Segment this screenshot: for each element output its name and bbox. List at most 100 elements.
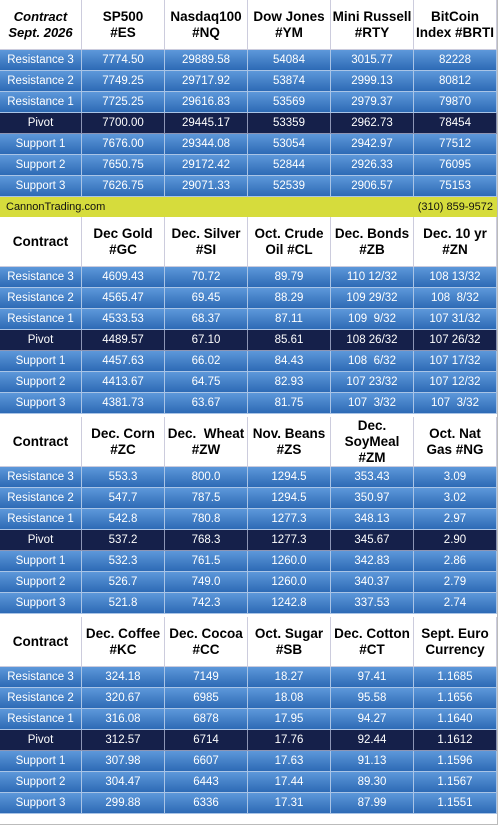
value-cell: 29071.33 [165,176,248,197]
header-cell: Oct. Sugar #SB [248,617,331,667]
value-cell: 108 8/32 [414,288,497,309]
data-row: Support 1 532.3 761.5 1260.0 342.83 2.86 [0,551,497,572]
header-line: #SB [275,641,303,657]
value-cell: 80812 [414,71,497,92]
value-cell: 1.1596 [414,751,497,772]
row-label: Resistance 3 [0,667,82,688]
header-cell: Contract [0,217,82,267]
value-cell: 526.7 [82,572,165,593]
row-label: Resistance 2 [0,288,82,309]
value-cell: 2906.57 [331,176,414,197]
banner-site: CannonTrading.com [6,201,106,213]
value-cell: 1.1551 [414,793,497,814]
row-label: Pivot [0,330,82,351]
value-cell: 87.99 [331,793,414,814]
header-row: Contract Dec. Corn #ZC Dec. Wheat #ZW Nov. Be… [0,417,497,467]
value-cell: 4457.63 [82,351,165,372]
header-row: Contract Dec Gold #GC Dec. Silver #SI Oct. Cr… [0,217,497,267]
value-cell: 94.27 [331,709,414,730]
value-cell: 316.08 [82,709,165,730]
data-row: Support 2 4413.67 64.75 82.93 107 23/32 107 1… [0,372,497,393]
data-row: Support 1 307.98 6607 17.63 91.13 1.1596 [0,751,497,772]
value-cell: 82228 [414,50,497,71]
value-cell: 29889.58 [165,50,248,71]
value-cell: 2.79 [414,572,497,593]
value-cell: 340.37 [331,572,414,593]
value-cell: 85.61 [248,330,331,351]
value-cell: 91.13 [331,751,414,772]
value-cell: 537.2 [82,530,165,551]
header-line: #CC [192,641,220,657]
row-label: Support 2 [0,372,82,393]
header-line: #KC [109,641,137,657]
header-line: Nov. Beans [252,425,326,441]
value-cell: 2.90 [414,530,497,551]
value-cell: 299.88 [82,793,165,814]
value-cell: 81.75 [248,393,331,414]
value-cell: 54084 [248,50,331,71]
value-cell: 67.10 [165,330,248,351]
row-label: Support 1 [0,751,82,772]
value-cell: 89.79 [248,267,331,288]
header-line: Nasdaq100 [170,8,242,24]
value-cell: 749.0 [165,572,248,593]
value-cell: 6443 [165,772,248,793]
data-row: Support 3 7626.75 29071.33 52539 2906.57 7515… [0,176,497,197]
header-line: Dec. Corn [91,425,155,441]
data-row: Support 1 4457.63 66.02 84.43 108 6/32 107 17… [0,351,497,372]
data-row: Resistance 3 553.3 800.0 1294.5 353.43 3.09 [0,467,497,488]
value-cell: 4565.47 [82,288,165,309]
value-cell: 553.3 [82,467,165,488]
value-cell: 742.3 [165,593,248,614]
value-cell: 17.95 [248,709,331,730]
header-line: #ZS [276,441,302,457]
header-cell: Dec. Corn #ZC [82,417,165,467]
header-cell: Contract [0,417,82,467]
header-line: Oct. Crude [254,225,324,241]
header-line: Dec. Silver [171,225,241,241]
header-line: Contract [13,8,68,24]
row-label: Pivot [0,730,82,751]
header-line: SoyMeal [344,433,400,449]
value-cell: 29445.17 [165,113,248,134]
data-row: Pivot 7700.00 29445.17 53359 2962.73 78454 [0,113,497,134]
header-line: Dow Jones [253,8,325,24]
value-cell: 1294.5 [248,467,331,488]
value-cell: 17.44 [248,772,331,793]
row-label: Support 1 [0,551,82,572]
value-cell: 787.5 [165,488,248,509]
header-cell: Contract [0,617,82,667]
value-cell: 3.02 [414,488,497,509]
value-cell: 29172.42 [165,155,248,176]
header-cell: Mini Russell #RTY [331,0,414,50]
value-cell: 2962.73 [331,113,414,134]
row-label: Support 1 [0,134,82,155]
value-cell: 107 3/32 [331,393,414,414]
value-cell: 4413.67 [82,372,165,393]
row-label: Resistance 1 [0,309,82,330]
header-cell: Dec. Cotton #CT [331,617,414,667]
header-line: #GC [109,241,137,257]
value-cell: 800.0 [165,467,248,488]
row-label: Support 2 [0,155,82,176]
value-cell: 70.72 [165,267,248,288]
value-cell: 108 6/32 [331,351,414,372]
value-cell: 7749.25 [82,71,165,92]
value-cell: 353.43 [331,467,414,488]
value-cell: 1260.0 [248,572,331,593]
header-cell: Dec. Coffee #KC [82,617,165,667]
value-cell: 110 12/32 [331,267,414,288]
header-row: Contract Dec. Coffee #KC Dec. Cocoa #CC Oct. … [0,617,497,667]
data-row: Support 3 521.8 742.3 1242.8 337.53 2.74 [0,593,497,614]
row-label: Resistance 3 [0,50,82,71]
value-cell: 107 23/32 [331,372,414,393]
value-cell: 18.08 [248,688,331,709]
header-cell: Nasdaq100 #NQ [165,0,248,50]
value-cell: 342.83 [331,551,414,572]
data-row: Pivot 312.57 6714 17.76 92.44 1.1612 [0,730,497,751]
data-row: Resistance 1 316.08 6878 17.95 94.27 1.1640 [0,709,497,730]
row-label: Support 1 [0,351,82,372]
value-cell: 1.1656 [414,688,497,709]
header-line: Dec. Wheat [167,425,245,441]
